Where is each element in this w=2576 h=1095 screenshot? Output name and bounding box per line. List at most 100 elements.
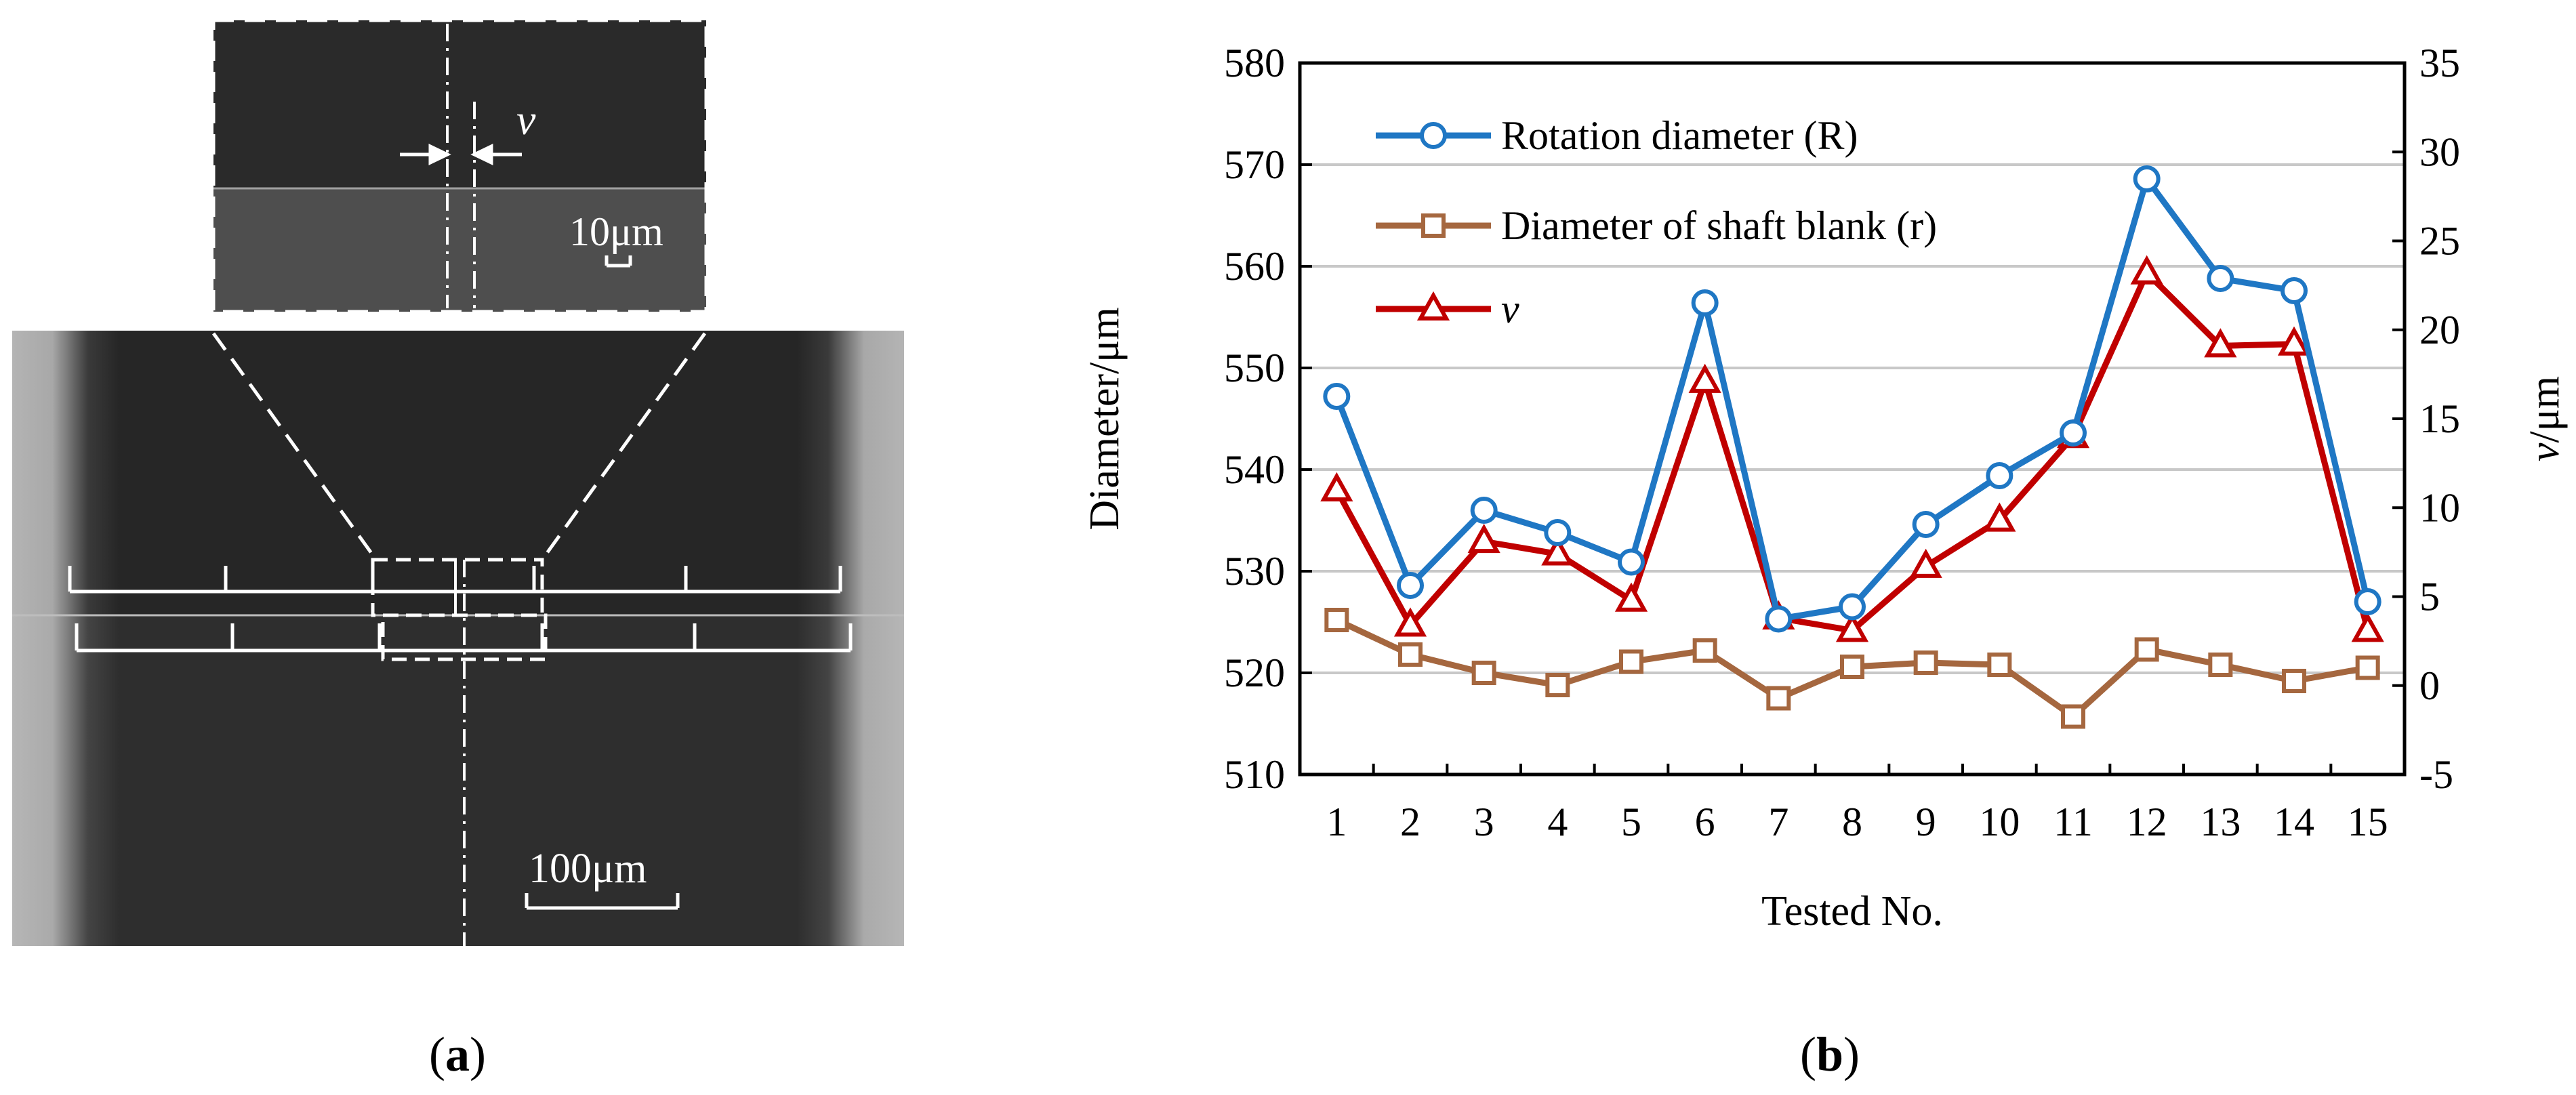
x-axis-title: Tested No. xyxy=(1761,888,1943,934)
y-tick-label: 560 xyxy=(1224,244,1285,289)
inset-scale-label: 10μm xyxy=(569,209,663,254)
data-point-s1 xyxy=(1986,462,2013,489)
legend: Rotation diameter (R) Diameter of shaft b… xyxy=(1376,113,1937,331)
data-point-s2 xyxy=(2208,653,2233,677)
y2-tick-label: 15 xyxy=(2419,396,2460,441)
legend-label: v xyxy=(1501,287,1519,331)
data-point-s1 xyxy=(1912,511,1940,538)
data-point-s2 xyxy=(1619,649,1643,674)
data-point-s1 xyxy=(1765,605,1793,633)
data-point-s2 xyxy=(2134,637,2159,662)
data-point-s3 xyxy=(2277,326,2311,356)
y2-tick-label: 10 xyxy=(2419,485,2460,530)
data-point-s2 xyxy=(2061,704,2085,729)
data-point-s3 xyxy=(1688,363,1721,393)
y-tick-label: 580 xyxy=(1224,41,1285,85)
data-point-s2 xyxy=(1913,650,1938,675)
zoom-line-right xyxy=(540,332,707,561)
data-point-s1 xyxy=(2354,588,2381,615)
inset-image-upper xyxy=(213,20,706,188)
main-scale-bar xyxy=(525,893,680,910)
y2-tick-label: 25 xyxy=(2419,219,2460,264)
offset-arrows xyxy=(400,144,522,165)
data-point-s1 xyxy=(2133,165,2161,192)
x-tick-label: 5 xyxy=(1621,800,1641,844)
data-point-s2 xyxy=(1987,653,2012,677)
x-tick-label: 13 xyxy=(2200,800,2241,844)
data-point-s1 xyxy=(1544,519,1572,546)
data-point-s2 xyxy=(2282,669,2306,693)
x-tick-label: 9 xyxy=(1916,800,1936,844)
x-tick-label: 2 xyxy=(1400,800,1420,844)
data-point-s3 xyxy=(2204,328,2237,358)
data-point-s1 xyxy=(2207,265,2234,292)
data-point-s3 xyxy=(1393,607,1427,637)
data-point-s2 xyxy=(1471,661,1496,685)
series-line-3 xyxy=(1334,270,2371,634)
y2-tick-label: 35 xyxy=(2419,41,2460,85)
data-point-s1 xyxy=(1323,383,1351,410)
shaft-image-upper xyxy=(12,331,904,615)
zoom-box-lower xyxy=(381,613,548,661)
inset-v-label: v xyxy=(516,96,536,144)
shaft-image-lower xyxy=(12,615,904,946)
data-point-s3 xyxy=(2130,255,2163,285)
x-tick-label: 14 xyxy=(2274,800,2314,844)
data-point-s1 xyxy=(1397,572,1424,599)
y2-tick-label: 20 xyxy=(2419,308,2460,352)
data-point-s2 xyxy=(2355,655,2380,680)
y-tick-label: 570 xyxy=(1224,142,1285,187)
y-tick-label: 510 xyxy=(1224,752,1285,797)
y2-tick-label: 5 xyxy=(2419,575,2440,619)
x-tick-label: 10 xyxy=(1979,800,2020,844)
panel-a-caption: (a) xyxy=(429,1027,486,1081)
legend-marker xyxy=(1420,122,1447,149)
data-point-s1 xyxy=(1691,289,1719,316)
x-tick-label: 11 xyxy=(2053,800,2093,844)
data-point-s2 xyxy=(1545,673,1570,697)
x-tick-label: 6 xyxy=(1695,800,1715,844)
inset-scale-bar xyxy=(605,255,632,268)
y-tick-label: 550 xyxy=(1224,346,1285,390)
data-point-s3 xyxy=(1614,582,1648,612)
data-point-s3 xyxy=(1320,472,1353,501)
data-point-s1 xyxy=(1470,497,1498,524)
y2-axis-title-unit: /μm xyxy=(2522,376,2568,443)
y-tick-label: 540 xyxy=(1224,447,1285,492)
data-point-s1 xyxy=(2060,419,2087,447)
x-tick-label: 4 xyxy=(1547,800,1568,844)
x-tick-label: 3 xyxy=(1474,800,1494,844)
x-tick-label: 7 xyxy=(1768,800,1788,844)
data-point-s3 xyxy=(1909,548,1942,578)
series-layer xyxy=(1320,165,2384,729)
data-point-s2 xyxy=(1766,686,1791,711)
x-tick-label: 8 xyxy=(1842,800,1862,844)
y-tick-label: 530 xyxy=(1224,549,1285,594)
x-tick-label: 1 xyxy=(1326,800,1347,844)
axis-ticks: 510520530540550560570580-505101520253035… xyxy=(1224,41,2460,844)
data-point-s3 xyxy=(1983,502,2016,532)
data-point-s3 xyxy=(1541,536,1574,566)
lower-bracket xyxy=(75,623,853,653)
y2-axis-title-symbol: v xyxy=(2522,442,2568,461)
data-point-s2 xyxy=(1398,642,1423,667)
data-point-s2 xyxy=(1840,655,1864,679)
inset-frame xyxy=(211,18,708,314)
x-tick-label: 15 xyxy=(2348,800,2388,844)
data-point-s3 xyxy=(1467,523,1500,554)
y2-axis-title: v/μm xyxy=(2522,376,2568,461)
data-point-s3 xyxy=(1835,613,1869,642)
y2-tick-label: -5 xyxy=(2419,752,2453,797)
panel-b-caption: (b) xyxy=(1799,1027,1860,1081)
legend-label: Diameter of shaft blank (r) xyxy=(1501,203,1937,248)
zoom-line-left xyxy=(211,332,378,561)
y2-tick-label: 30 xyxy=(2419,129,2460,174)
x-tick-label: 12 xyxy=(2127,800,2167,844)
data-point-s2 xyxy=(1692,638,1717,663)
data-point-s2 xyxy=(1324,608,1349,632)
y-axis-title: Diameter/μm xyxy=(1082,307,1128,530)
main-scale-label: 100μm xyxy=(529,846,647,892)
legend-marker xyxy=(1421,213,1446,238)
